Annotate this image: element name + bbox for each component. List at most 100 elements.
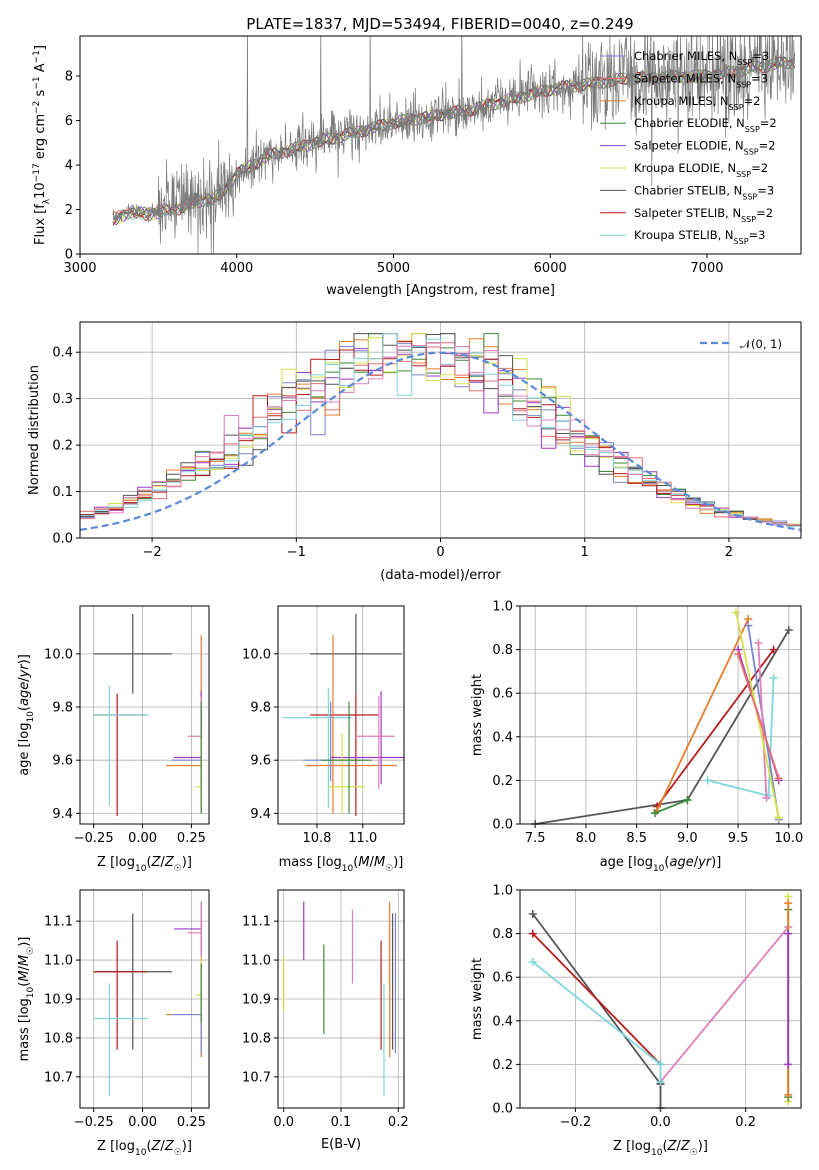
label-part: λ xyxy=(42,198,52,204)
label-part: −1 xyxy=(32,50,42,63)
y-tick-label: 4 xyxy=(65,159,73,174)
plot-frame xyxy=(79,605,210,825)
panel-weight_vs_age: 7.5 8.0 8.5 9.0 9.5 10.0 0.0 0.2 0.4 0.6 0.8 1.0 mas… xyxy=(470,600,803,875)
y-tick-label: 10.8 xyxy=(242,1031,271,1046)
y-tick-label: 0.2 xyxy=(492,774,513,789)
y-tick-label: 0.8 xyxy=(492,643,513,658)
label-part: ( xyxy=(146,1139,151,1154)
weight-marker xyxy=(784,1060,793,1069)
weight-marker xyxy=(683,796,692,805)
y-tick-label: 11.1 xyxy=(44,915,73,930)
y-axis-label: age [log10(age/yr)] xyxy=(17,654,36,776)
legend-label-sub: SSP xyxy=(745,125,760,134)
weight-marker xyxy=(650,809,659,818)
plot-frame xyxy=(79,321,802,539)
label-part: M xyxy=(374,855,385,870)
observed-spectrum xyxy=(112,36,796,254)
label-part: ( xyxy=(662,1139,667,1154)
weight-line xyxy=(737,653,780,779)
x-tick-label: −0.2 xyxy=(560,1115,592,1130)
weight-marker xyxy=(656,1060,665,1069)
errorbar xyxy=(195,733,202,814)
x-tick-label: 0.25 xyxy=(177,1115,206,1130)
label-part: erg cm xyxy=(33,114,48,163)
y-tick-label: 0.4 xyxy=(492,730,513,745)
legend-label-name: Salpeter MILES, N xyxy=(634,71,736,85)
x-tick-label: 10.0 xyxy=(774,831,803,846)
label-part: / xyxy=(694,855,699,870)
label-part: Z xyxy=(151,1139,162,1154)
errorbar xyxy=(93,613,172,694)
label-part: ( xyxy=(17,982,32,987)
y-tick-label: 9.6 xyxy=(52,754,73,769)
legend-label-suffix: =2 xyxy=(744,94,761,108)
x-tick-label: 11.0 xyxy=(348,831,377,846)
x-tick-label: −0.25 xyxy=(74,831,114,846)
legend-label-suffix: =3 xyxy=(757,183,774,197)
x-tick-label: 0.0 xyxy=(650,1115,671,1130)
x-tick-label: 8.5 xyxy=(626,831,647,846)
label-part: Flux [f xyxy=(33,204,48,245)
x-tick-label: 0.1 xyxy=(331,1115,352,1130)
x-tick-label: 5000 xyxy=(377,261,410,276)
label-part: age [log xyxy=(17,723,32,776)
plot-frame xyxy=(277,605,405,825)
label-part: yr xyxy=(697,855,713,870)
label-part: / xyxy=(370,855,375,870)
weight-line xyxy=(757,643,768,798)
y-tick-label: 6 xyxy=(65,114,73,129)
weight-marker xyxy=(774,774,783,783)
weight-marker xyxy=(754,639,763,648)
legend-label-suffix: =2 xyxy=(756,206,773,220)
label-part: / xyxy=(160,855,165,870)
y-tick-label: 10.9 xyxy=(242,993,271,1008)
x-tick-label: −1 xyxy=(287,545,306,560)
normal-curve xyxy=(80,351,801,531)
weight-marker xyxy=(769,673,778,682)
errorbar xyxy=(310,613,402,694)
label-part: ☉ xyxy=(174,1148,182,1158)
legend-label: Salpeter ELODIE, NSSP=2 xyxy=(634,139,776,157)
legend-label-suffix: =3 xyxy=(749,228,766,242)
label-part: −1 xyxy=(32,76,42,89)
y-tick-label: 11.1 xyxy=(242,915,271,930)
plot-layer: 3000 4000 5000 6000 7000 0 2 4 6 8 wavelength [Ang… xyxy=(17,35,803,1158)
plot-frame xyxy=(79,35,802,255)
x-tick-label: 0.2 xyxy=(735,1115,756,1130)
label-part: ] xyxy=(33,45,48,50)
histogram-step xyxy=(80,333,801,525)
x-tick-label: 4000 xyxy=(220,261,253,276)
errorbar xyxy=(93,693,147,817)
y-axis-label: Normed distribution xyxy=(27,365,42,495)
x-tick-label: 2 xyxy=(725,545,733,560)
weight-line xyxy=(654,799,688,814)
label-part: ( xyxy=(17,706,32,711)
y-tick-label: 2 xyxy=(65,203,73,218)
label-part: M xyxy=(17,970,32,981)
label-part: Z xyxy=(151,855,162,870)
label-part: ( xyxy=(664,855,669,870)
x-axis-label: E(B-V) xyxy=(321,1137,361,1152)
figure-title: PLATE=1837, MJD=53494, FIBERID=0040, z=0… xyxy=(246,15,633,33)
label-part: Z xyxy=(667,1139,678,1154)
weight-marker xyxy=(656,1077,665,1086)
legend-label-sub: SSP xyxy=(742,192,757,201)
legend-label-name: Chabrier MILES, N xyxy=(634,49,737,63)
label-part: Z [log xyxy=(97,1139,135,1154)
legend-label: Kroupa MILES, NSSP=2 xyxy=(634,94,760,112)
label-part: / xyxy=(17,965,32,970)
label-part: / xyxy=(676,1139,681,1154)
errorbar xyxy=(173,901,202,968)
label-part: Z xyxy=(164,855,175,870)
label-part: 10 xyxy=(651,1148,663,1158)
legend-label-suffix: =2 xyxy=(760,116,777,130)
weight-marker xyxy=(528,957,537,966)
legend-label-suffix: =3 xyxy=(752,49,769,63)
x-tick-label: 0.2 xyxy=(388,1115,409,1130)
label-part: )] xyxy=(698,1139,708,1154)
label-part: ☉ xyxy=(385,864,393,874)
label-part: ☉ xyxy=(174,864,182,874)
